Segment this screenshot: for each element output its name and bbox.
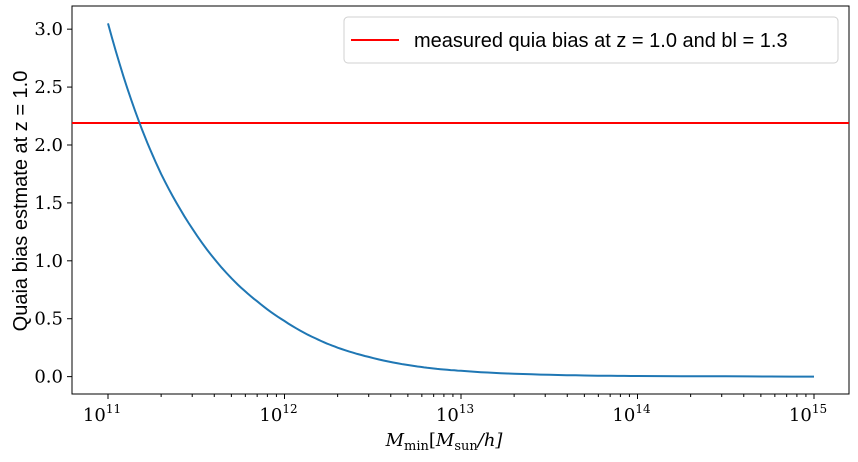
x-axis-label: Mmin[Msun/h] xyxy=(385,430,504,454)
x-tick-label: 1014 xyxy=(612,402,651,426)
x-tick-label: 1013 xyxy=(436,402,474,426)
legend-box xyxy=(343,16,839,64)
y-axis-ticks: 0.0 0.5 1.0 1.5 2.0 2.5 3.0 xyxy=(34,19,72,388)
x-axis-ticks: 1011 1012 1013 1014 1015 xyxy=(83,394,827,426)
y-tick-label: 0.0 xyxy=(34,367,63,388)
y-tick-label: 2.0 xyxy=(34,135,63,156)
x-tick-label: 1012 xyxy=(259,402,297,426)
x-tick-label: 1011 xyxy=(83,402,121,426)
x-tick-label: 1015 xyxy=(789,402,827,426)
legend-label: measured quia bias at z = 1.0 and bl = 1… xyxy=(414,30,788,52)
y-axis-label: Quaia bias estmate at z = 1.0 xyxy=(10,71,32,332)
legend: measured quia bias at z = 1.0 and bl = 1… xyxy=(343,16,839,64)
bias-curve xyxy=(107,23,814,378)
plot-frame xyxy=(71,5,850,395)
y-tick-label: 3.0 xyxy=(34,19,63,40)
y-tick-label: 1.5 xyxy=(34,193,63,214)
y-tick-label: 1.0 xyxy=(34,251,63,272)
y-tick-label: 0.5 xyxy=(34,309,63,330)
y-tick-label: 2.5 xyxy=(34,77,63,98)
